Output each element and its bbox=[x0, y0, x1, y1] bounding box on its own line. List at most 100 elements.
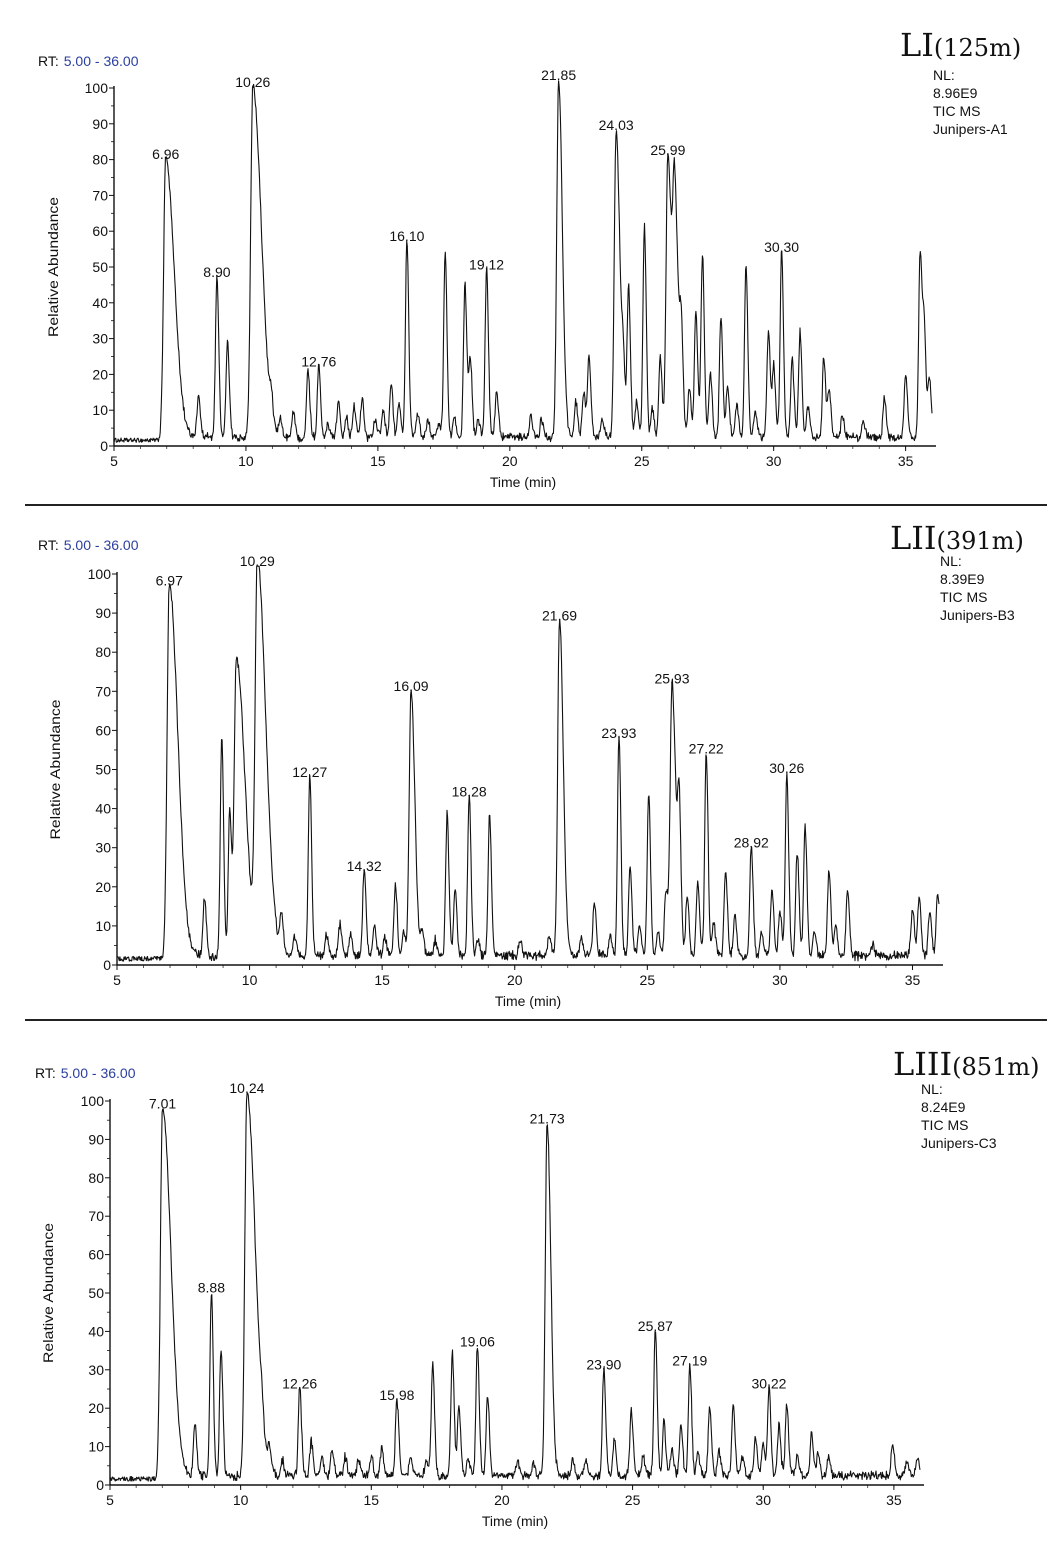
rt-range-label: RT: 5.00 - 36.00 bbox=[38, 53, 139, 69]
x-tick-label: 20 bbox=[494, 1492, 510, 1508]
chromatogram-panel-2: 0 10 20 30 40 50 60 70 80 90 100 5 10 15 20 25 30 35 Time … bbox=[38, 519, 1024, 1009]
y-tick-label: 80 bbox=[95, 644, 111, 660]
y-tick-label: 90 bbox=[88, 1131, 104, 1147]
y-tick-label: 60 bbox=[88, 1247, 104, 1263]
y-tick-label: 40 bbox=[88, 1323, 104, 1339]
peak-label: 8.90 bbox=[203, 264, 230, 280]
x-tick-label: 5 bbox=[113, 972, 121, 988]
y-tick-label: 90 bbox=[92, 116, 108, 132]
peak-label: 19.06 bbox=[460, 1333, 495, 1349]
info-line: 8.96E9 bbox=[933, 85, 978, 101]
x-axis-label: Time (min) bbox=[495, 993, 561, 1009]
tic-trace-line bbox=[116, 565, 940, 962]
info-line: NL: bbox=[933, 67, 955, 83]
x-tick-label: 25 bbox=[625, 1492, 641, 1508]
x-tick-label: 5 bbox=[110, 453, 118, 469]
rt-range-value: 5.00 - 36.00 bbox=[61, 1065, 136, 1081]
y-tick-label: 40 bbox=[92, 295, 108, 311]
y-tick-label: 50 bbox=[88, 1285, 104, 1301]
peak-label: 21.73 bbox=[530, 1111, 565, 1127]
panel-separator-2 bbox=[25, 1019, 1047, 1021]
y-tick-label: 60 bbox=[92, 223, 108, 239]
chromatogram-panel-3: 0 10 20 30 40 50 60 70 80 90 100 5 10 15 20 25 30 35 Time … bbox=[35, 1045, 1039, 1529]
peak-label: 23.93 bbox=[601, 725, 636, 741]
peak-label: 27.19 bbox=[672, 1353, 707, 1369]
y-tick-label: 0 bbox=[100, 438, 108, 454]
info-line: NL: bbox=[921, 1081, 943, 1097]
peak-label: 23.90 bbox=[586, 1356, 621, 1372]
x-tick-label: 30 bbox=[772, 972, 788, 988]
peak-label: 25.99 bbox=[650, 142, 685, 158]
panel-title-code: LII bbox=[890, 519, 937, 557]
peak-label: 24.03 bbox=[599, 117, 634, 133]
y-tick-label: 10 bbox=[92, 402, 108, 418]
y-tick-label: 70 bbox=[95, 683, 111, 699]
rt-label: RT: bbox=[35, 1065, 56, 1081]
peak-label: 12.76 bbox=[301, 353, 336, 369]
y-tick-label: 80 bbox=[92, 152, 108, 168]
x-axis-label: Time (min) bbox=[482, 1513, 548, 1529]
y-axis-label: Relative Abundance bbox=[45, 197, 61, 337]
y-tick-label: 50 bbox=[92, 259, 108, 275]
x-tick-label: 35 bbox=[898, 453, 914, 469]
rt-range-label: RT: 5.00 - 36.00 bbox=[35, 1065, 136, 1081]
tic-trace-line bbox=[109, 1092, 921, 1482]
rt-range-value: 5.00 - 36.00 bbox=[64, 53, 139, 69]
y-tick-label: 40 bbox=[95, 801, 111, 817]
x-tick-label: 35 bbox=[905, 972, 921, 988]
x-tick-label: 15 bbox=[374, 972, 390, 988]
y-tick-label: 90 bbox=[95, 605, 111, 621]
y-tick-label: 30 bbox=[95, 840, 111, 856]
x-axis-label: Time (min) bbox=[490, 474, 556, 490]
x-tick-label: 25 bbox=[640, 972, 656, 988]
info-line: 8.39E9 bbox=[940, 571, 985, 587]
y-axis-label: Relative Abundance bbox=[47, 699, 63, 839]
peak-label: 28.92 bbox=[734, 835, 769, 851]
peak-label: 25.87 bbox=[638, 1318, 673, 1334]
x-tick-label: 25 bbox=[634, 453, 650, 469]
peak-label: 18.28 bbox=[452, 784, 487, 800]
rt-range-value: 5.00 - 36.00 bbox=[64, 537, 139, 553]
info-line: 8.24E9 bbox=[921, 1099, 966, 1115]
x-tick-label: 5 bbox=[106, 1492, 114, 1508]
panel-separator-1 bbox=[25, 504, 1047, 506]
y-tick-label: 0 bbox=[103, 957, 111, 973]
y-tick-label: 10 bbox=[88, 1439, 104, 1455]
y-tick-label: 50 bbox=[95, 762, 111, 778]
peak-label: 19.12 bbox=[469, 257, 504, 273]
y-tick-label: 100 bbox=[85, 80, 109, 96]
rt-label: RT: bbox=[38, 537, 59, 553]
peak-label: 16.09 bbox=[394, 678, 429, 694]
panel-title-code: LIII bbox=[893, 1045, 952, 1083]
info-line: NL: bbox=[940, 553, 962, 569]
y-tick-label: 30 bbox=[88, 1362, 104, 1378]
x-tick-label: 10 bbox=[242, 972, 258, 988]
peak-label: 7.01 bbox=[149, 1095, 176, 1111]
peak-label: 6.97 bbox=[156, 573, 183, 589]
panel-title-altitude: (125m) bbox=[934, 34, 1021, 62]
y-tick-label: 30 bbox=[92, 331, 108, 347]
info-line: TIC MS bbox=[933, 103, 980, 119]
panel-title: LI(125m) bbox=[900, 26, 1021, 64]
x-tick-label: 10 bbox=[238, 453, 254, 469]
y-tick-label: 20 bbox=[88, 1400, 104, 1416]
panel-title: LII(391m) bbox=[890, 519, 1024, 557]
x-tick-label: 30 bbox=[755, 1492, 771, 1508]
panel-title-code: LI bbox=[900, 26, 934, 64]
peak-label: 6.96 bbox=[152, 146, 179, 162]
y-tick-label: 100 bbox=[81, 1093, 105, 1109]
y-tick-label: 10 bbox=[95, 918, 111, 934]
x-tick-label: 30 bbox=[766, 453, 782, 469]
peak-label: 27.22 bbox=[689, 741, 724, 757]
x-tick-label: 20 bbox=[502, 453, 518, 469]
info-line: Junipers-A1 bbox=[933, 121, 1008, 137]
y-tick-label: 20 bbox=[95, 879, 111, 895]
peak-label: 30.30 bbox=[764, 239, 799, 255]
info-line: Junipers-B3 bbox=[940, 607, 1015, 623]
peak-label: 8.88 bbox=[198, 1280, 225, 1296]
x-tick-label: 10 bbox=[233, 1492, 249, 1508]
peak-label: 12.27 bbox=[292, 764, 327, 780]
y-tick-label: 80 bbox=[88, 1170, 104, 1186]
peak-label: 30.22 bbox=[751, 1376, 786, 1392]
